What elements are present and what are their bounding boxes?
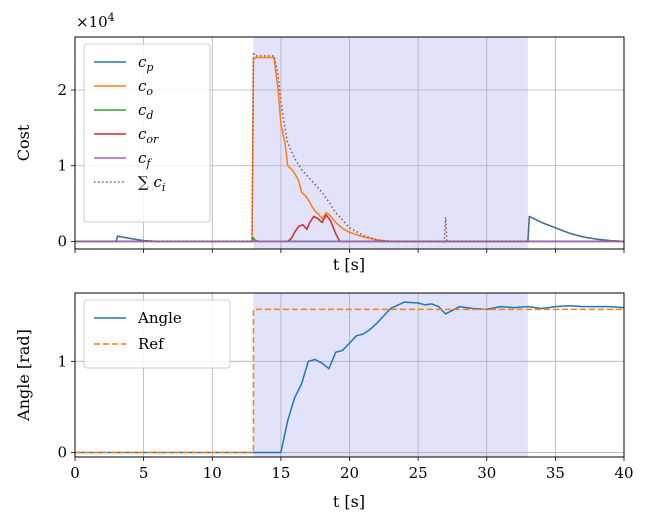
angle-xlabel: t [s] <box>333 492 365 511</box>
angle-yticks: 01 <box>57 352 75 461</box>
cost-shaded-region <box>253 37 528 249</box>
xtick-label: 30 <box>477 464 496 482</box>
angle-xticks: 0 5 10 15 20 25 30 35 40 <box>70 457 634 482</box>
cost-xlabel: t [s] <box>333 255 365 274</box>
legend-label: ∑ ci <box>138 173 165 194</box>
ytick-label: 0 <box>57 232 67 250</box>
legend-label: Ref <box>138 335 165 353</box>
angle-shaded-region <box>253 293 528 457</box>
series-line-Ref <box>75 308 624 454</box>
xtick-label: 0 <box>70 464 80 482</box>
ytick-label: 1 <box>57 157 67 175</box>
cost-ylabel: Cost <box>14 124 33 161</box>
xtick-label: 35 <box>546 464 565 482</box>
xtick-label: 40 <box>614 464 633 482</box>
cost-yticks: 0 1 2 <box>57 81 75 250</box>
cost-series-lines <box>75 51 624 243</box>
xtick-label: 10 <box>203 464 222 482</box>
angle-panel: 01 0 5 10 15 20 25 30 35 40 Angle [rad] t [s] An… <box>14 292 634 511</box>
xtick-label: 15 <box>271 464 290 482</box>
series-line-Angle <box>75 301 624 454</box>
ytick-label: 0 <box>57 443 67 461</box>
ytick-label: 1 <box>57 352 67 370</box>
angle-legend-box <box>83 299 231 369</box>
xtick-label: 20 <box>340 464 359 482</box>
legend-label: Angle <box>137 309 182 327</box>
series-line-c-o <box>75 56 624 243</box>
cost-offset-text: ×104 <box>76 11 115 31</box>
angle-legend: Angle Ref <box>83 299 231 369</box>
cost-legend-box <box>83 43 211 223</box>
ytick-label: 2 <box>57 81 67 99</box>
angle-ylabel: Angle [rad] <box>14 329 33 422</box>
cost-xticks <box>74 249 625 253</box>
xtick-label: 5 <box>139 464 149 482</box>
xtick-label: 25 <box>409 464 428 482</box>
series-line-c-or <box>75 214 624 243</box>
angle-series-lines <box>75 301 624 454</box>
